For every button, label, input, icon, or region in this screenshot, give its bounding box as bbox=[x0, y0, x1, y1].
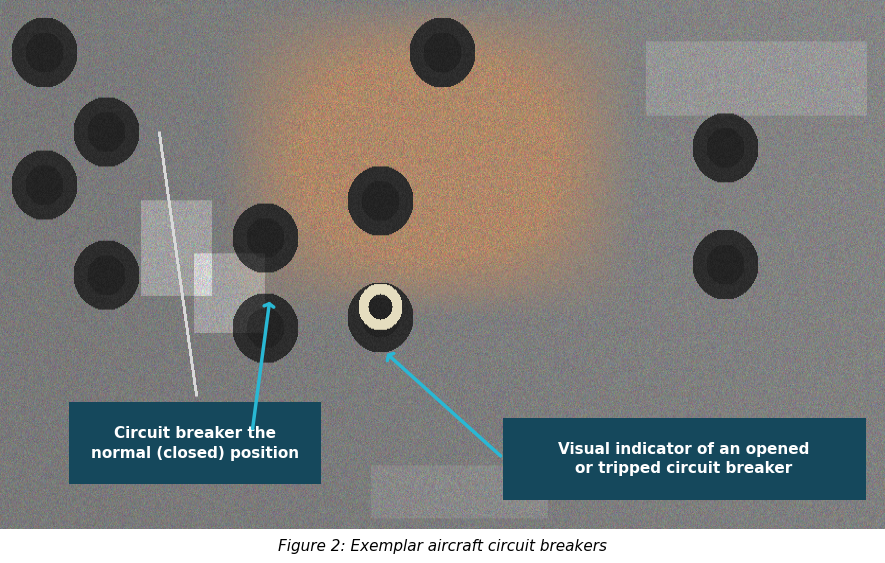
FancyBboxPatch shape bbox=[503, 418, 866, 500]
Text: Circuit breaker the
normal (closed) position: Circuit breaker the normal (closed) posi… bbox=[91, 426, 299, 461]
Text: Visual indicator of an opened
or tripped circuit breaker: Visual indicator of an opened or tripped… bbox=[558, 442, 810, 476]
Text: Figure 2: Exemplar aircraft circuit breakers: Figure 2: Exemplar aircraft circuit brea… bbox=[278, 539, 607, 553]
FancyBboxPatch shape bbox=[69, 402, 321, 484]
